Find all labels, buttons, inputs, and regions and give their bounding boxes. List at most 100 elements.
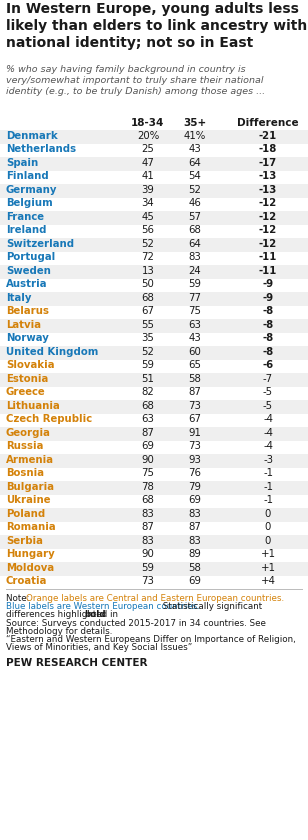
Text: 55: 55 bbox=[141, 320, 155, 330]
Text: Norway: Norway bbox=[6, 333, 49, 344]
Bar bbox=[0, 373, 308, 386]
Text: Netherlands: Netherlands bbox=[6, 144, 76, 155]
Text: -17: -17 bbox=[259, 158, 277, 168]
Bar bbox=[0, 562, 308, 575]
Text: 47: 47 bbox=[142, 158, 154, 168]
Text: 50: 50 bbox=[142, 279, 154, 289]
Text: 18-34: 18-34 bbox=[131, 118, 165, 128]
Text: -7: -7 bbox=[263, 374, 273, 384]
Text: -1: -1 bbox=[263, 496, 273, 505]
Text: Bosnia: Bosnia bbox=[6, 468, 44, 478]
Text: -11: -11 bbox=[259, 265, 277, 276]
Text: -12: -12 bbox=[259, 212, 277, 222]
Text: -18: -18 bbox=[259, 144, 277, 155]
Text: 58: 58 bbox=[188, 563, 201, 573]
Text: Ukraine: Ukraine bbox=[6, 496, 51, 505]
Text: Hungary: Hungary bbox=[6, 549, 55, 559]
Text: differences highlighted in: differences highlighted in bbox=[6, 611, 121, 619]
Text: 69: 69 bbox=[188, 496, 201, 505]
Bar bbox=[0, 157, 308, 171]
Text: 68: 68 bbox=[142, 293, 154, 302]
Text: 73: 73 bbox=[142, 576, 154, 586]
Text: -21: -21 bbox=[259, 131, 277, 141]
Text: Blue labels are Western European countries.: Blue labels are Western European countri… bbox=[6, 602, 200, 612]
Text: 68: 68 bbox=[142, 496, 154, 505]
Text: 43: 43 bbox=[188, 144, 201, 155]
Text: -5: -5 bbox=[263, 387, 273, 397]
Text: -1: -1 bbox=[263, 482, 273, 491]
Text: Finland: Finland bbox=[6, 171, 49, 181]
Bar bbox=[0, 265, 308, 279]
Text: -8: -8 bbox=[262, 347, 274, 357]
Bar bbox=[0, 211, 308, 224]
Text: 68: 68 bbox=[142, 401, 154, 411]
Text: Ireland: Ireland bbox=[6, 225, 47, 235]
Text: Belarus: Belarus bbox=[6, 307, 49, 316]
Text: Difference: Difference bbox=[237, 118, 299, 128]
Text: 75: 75 bbox=[141, 468, 155, 478]
Text: Romania: Romania bbox=[6, 522, 56, 533]
Text: 65: 65 bbox=[188, 360, 201, 370]
Text: Sweden: Sweden bbox=[6, 265, 51, 276]
Text: -4: -4 bbox=[263, 428, 273, 438]
Text: 83: 83 bbox=[188, 252, 201, 262]
Text: -12: -12 bbox=[259, 239, 277, 249]
Text: 75: 75 bbox=[188, 307, 201, 316]
Text: -5: -5 bbox=[263, 401, 273, 411]
Text: 77: 77 bbox=[188, 293, 201, 302]
Text: 25: 25 bbox=[142, 144, 154, 155]
Text: Slovakia: Slovakia bbox=[6, 360, 55, 370]
Text: -9: -9 bbox=[262, 293, 274, 302]
Text: 41%: 41% bbox=[184, 131, 206, 141]
Text: Orange labels are Central and Eastern European countries.: Orange labels are Central and Eastern Eu… bbox=[26, 594, 284, 603]
Text: 90: 90 bbox=[142, 454, 154, 465]
Text: Spain: Spain bbox=[6, 158, 38, 168]
Text: France: France bbox=[6, 212, 44, 222]
Bar bbox=[0, 400, 308, 413]
Text: 69: 69 bbox=[188, 576, 201, 586]
Text: Armenia: Armenia bbox=[6, 454, 54, 465]
Text: 57: 57 bbox=[188, 212, 201, 222]
Text: 76: 76 bbox=[188, 468, 201, 478]
Text: Austria: Austria bbox=[6, 279, 47, 289]
Text: 83: 83 bbox=[142, 509, 154, 519]
Text: -3: -3 bbox=[263, 454, 273, 465]
Text: 34: 34 bbox=[142, 198, 154, 208]
Text: 72: 72 bbox=[142, 252, 154, 262]
Text: 20%: 20% bbox=[137, 131, 159, 141]
Text: +1: +1 bbox=[261, 549, 275, 559]
Text: Portugal: Portugal bbox=[6, 252, 55, 262]
Bar bbox=[0, 346, 308, 360]
Text: -6: -6 bbox=[262, 360, 274, 370]
Text: -13: -13 bbox=[259, 185, 277, 195]
Text: Greece: Greece bbox=[6, 387, 46, 397]
Text: 67: 67 bbox=[188, 414, 201, 424]
Text: Source: Surveys conducted 2015-2017 in 34 countries. See: Source: Surveys conducted 2015-2017 in 3… bbox=[6, 618, 266, 627]
Bar bbox=[0, 535, 308, 549]
Text: Statistically significant: Statistically significant bbox=[160, 602, 262, 612]
Text: 54: 54 bbox=[188, 171, 201, 181]
Text: 83: 83 bbox=[188, 509, 201, 519]
Text: 67: 67 bbox=[141, 307, 155, 316]
Text: 52: 52 bbox=[142, 239, 154, 249]
Text: .: . bbox=[101, 611, 103, 619]
Text: 82: 82 bbox=[142, 387, 154, 397]
Text: 0: 0 bbox=[265, 509, 271, 519]
Text: 59: 59 bbox=[188, 279, 201, 289]
Bar bbox=[0, 508, 308, 522]
Text: 68: 68 bbox=[188, 225, 201, 235]
Text: -11: -11 bbox=[259, 252, 277, 262]
Text: 39: 39 bbox=[142, 185, 154, 195]
Text: 83: 83 bbox=[142, 536, 154, 546]
Text: 56: 56 bbox=[141, 225, 155, 235]
Text: 90: 90 bbox=[142, 549, 154, 559]
Text: -8: -8 bbox=[262, 320, 274, 330]
Text: Moldova: Moldova bbox=[6, 563, 54, 573]
Text: 52: 52 bbox=[142, 347, 154, 357]
Text: 87: 87 bbox=[142, 522, 154, 533]
Text: United Kingdom: United Kingdom bbox=[6, 347, 98, 357]
Text: 43: 43 bbox=[188, 333, 201, 344]
Bar bbox=[0, 238, 308, 251]
Text: -13: -13 bbox=[259, 171, 277, 181]
Text: 73: 73 bbox=[188, 441, 201, 451]
